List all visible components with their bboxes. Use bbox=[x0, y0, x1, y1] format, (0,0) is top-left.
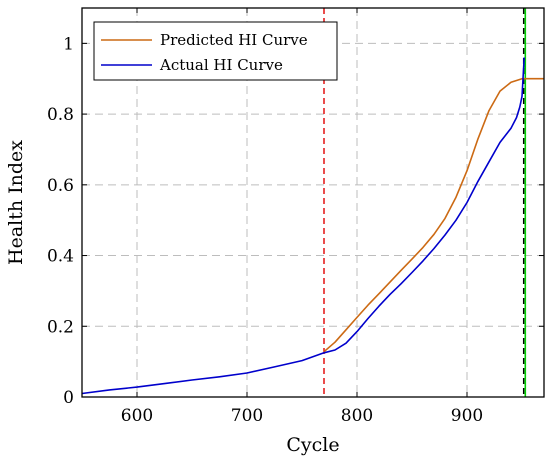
legend-label-predicted: Predicted HI Curve bbox=[160, 31, 308, 49]
series-line-actual bbox=[81, 57, 525, 395]
plot-frame bbox=[81, 7, 545, 398]
axis-ticks: 600 700 800 900 0 0.2 0.4 0.6 0.8 1 bbox=[47, 8, 544, 426]
legend: Predicted HI Curve Actual HI Curve bbox=[93, 21, 338, 81]
vertical-markers bbox=[323, 8, 527, 397]
legend-box bbox=[93, 21, 338, 81]
x-axis-label: Cycle bbox=[286, 434, 339, 456]
legend-label-actual: Actual HI Curve bbox=[159, 56, 283, 74]
y-tick-label: 0.4 bbox=[47, 247, 74, 267]
y-tick-label: 0 bbox=[63, 388, 74, 408]
y-tick-label: 0.2 bbox=[47, 317, 74, 337]
series-lines bbox=[81, 57, 544, 395]
x-tick-label: 900 bbox=[451, 406, 483, 426]
x-tick-label: 600 bbox=[121, 406, 153, 426]
series-line-predicted bbox=[323, 77, 544, 353]
y-axis-label: Health Index bbox=[5, 140, 27, 265]
y-tick-label: 0.6 bbox=[47, 176, 74, 196]
y-tick-label: 0.8 bbox=[47, 105, 74, 125]
x-tick-label: 700 bbox=[231, 406, 263, 426]
grid bbox=[82, 8, 544, 397]
x-tick-label: 800 bbox=[341, 406, 373, 426]
y-tick-label: 1 bbox=[63, 34, 74, 54]
